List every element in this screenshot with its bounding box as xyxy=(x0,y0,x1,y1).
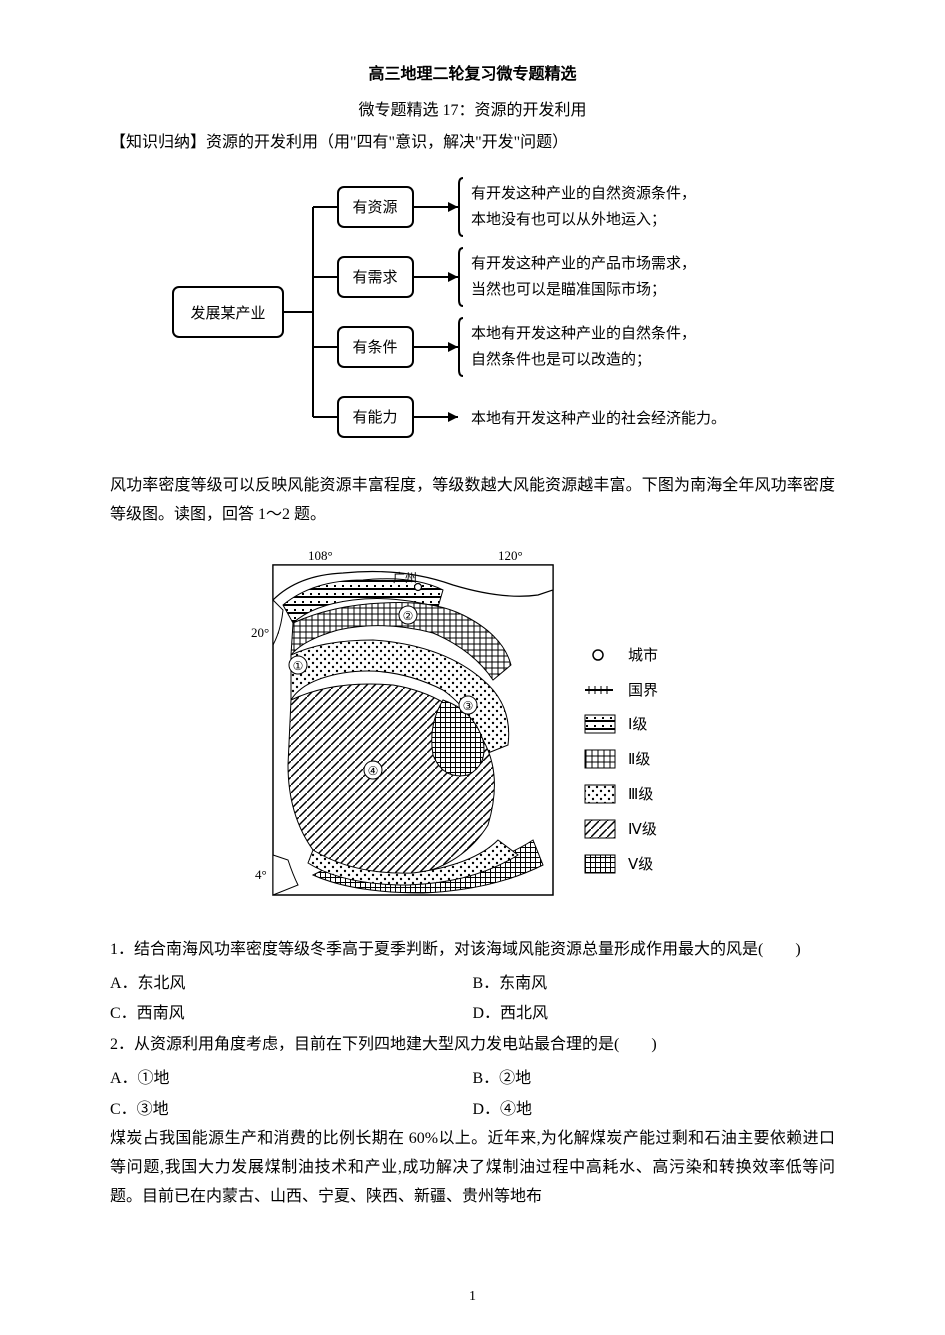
svg-text:本地有开发这种产业的自然条件，: 本地有开发这种产业的自然条件， xyxy=(471,325,696,342)
intro-paragraph: 风功率密度等级可以反映风能资源丰富程度，等级数越大风能资源越丰富。下图为南海全年… xyxy=(110,472,835,530)
sub-title: 微专题精选 17：资源的开发利用 xyxy=(110,96,835,120)
branch-ability: 有能力 本地有开发这种产业的社会经济能力。 xyxy=(338,397,726,437)
svg-text:有需求: 有需求 xyxy=(352,269,397,286)
root-label: 发展某产业 xyxy=(190,305,265,322)
concept-diagram: 发展某产业 有资源 有开发这种产业的自然资源条件， 本地没有也可以从外地运入； … xyxy=(163,172,783,452)
svg-text:120°: 120° xyxy=(498,548,523,563)
svg-text:本地有开发这种产业的社会经济能力。: 本地有开发这种产业的社会经济能力。 xyxy=(471,410,726,427)
svg-text:Ⅳ级: Ⅳ级 xyxy=(628,821,657,838)
branch-resource: 有资源 有开发这种产业的自然资源条件， 本地没有也可以从外地运入； xyxy=(338,178,696,236)
q2-opt-a: A．①地 xyxy=(110,1064,473,1094)
q1-opt-c: C．西南风 xyxy=(110,999,473,1029)
branch-demand: 有需求 有开发这种产业的产品市场需求， 当然也可以是瞄准国际市场； xyxy=(338,248,696,306)
svg-text:Ⅲ级: Ⅲ级 xyxy=(628,786,653,803)
branch-condition: 有条件 本地有开发这种产业的自然条件， 自然条件也是可以改造的； xyxy=(338,318,696,376)
svg-text:②: ② xyxy=(402,609,413,623)
q2-opt-d: D．④地 xyxy=(473,1095,836,1125)
svg-text:Ⅱ级: Ⅱ级 xyxy=(628,751,650,768)
page-header: 高三地理二轮复习微专题精选 xyxy=(110,60,835,84)
q2-stem: 2．从资源利用角度考虑，目前在下列四地建大型风力发电站最合理的是( ) xyxy=(110,1030,835,1060)
svg-text:Ⅴ级: Ⅴ级 xyxy=(628,856,653,873)
page-number: 1 xyxy=(0,1289,945,1305)
q2-opt-b: B．②地 xyxy=(473,1064,836,1094)
q1-opt-b: B．东南风 xyxy=(473,969,836,999)
svg-text:有能力: 有能力 xyxy=(352,409,397,426)
svg-text:4°: 4° xyxy=(255,867,267,882)
svg-text:Ⅰ级: Ⅰ级 xyxy=(628,716,647,733)
svg-text:有开发这种产业的自然资源条件，: 有开发这种产业的自然资源条件， xyxy=(471,185,696,202)
q1-opt-d: D．西北风 xyxy=(473,999,836,1029)
svg-text:国界: 国界 xyxy=(628,682,658,699)
summary-line: 【知识归纳】资源的开发利用（用"四有"意识，解决"开发"问题） xyxy=(110,128,835,152)
svg-text:城市: 城市 xyxy=(628,647,658,664)
svg-text:108°: 108° xyxy=(308,548,333,563)
svg-text:20°: 20° xyxy=(251,625,269,640)
q2-opt-c: C．③地 xyxy=(110,1095,473,1125)
svg-text:有资源: 有资源 xyxy=(352,199,397,216)
svg-text:有开发这种产业的产品市场需求，: 有开发这种产业的产品市场需求， xyxy=(471,255,696,272)
map-diagram: 108° 120° 20° 4° 广州 ① ② ③ ④ 城市 国界 Ⅰ级 xyxy=(243,545,703,915)
q1-options: A．东北风 B．东南风 C．西南风 D．西北风 xyxy=(110,969,835,1030)
svg-text:④: ④ xyxy=(367,764,378,778)
svg-text:自然条件也是可以改造的；: 自然条件也是可以改造的； xyxy=(471,351,651,368)
q1-stem: 1．结合南海风功率密度等级冬季高于夏季判断，对该海域风能资源总量形成作用最大的风… xyxy=(110,935,835,965)
svg-text:有条件: 有条件 xyxy=(352,339,397,356)
closing-paragraph: 煤炭占我国能源生产和消费的比例长期在 60%以上。近年来,为化解煤炭产能过剩和石… xyxy=(110,1125,835,1211)
map-legend: 城市 国界 Ⅰ级 Ⅱ级 Ⅲ级 Ⅳ级 Ⅴ级 xyxy=(585,647,658,873)
svg-text:③: ③ xyxy=(462,699,473,713)
svg-text:当然也可以是瞄准国际市场；: 当然也可以是瞄准国际市场； xyxy=(471,281,666,298)
q2-options: A．①地 B．②地 C．③地 D．④地 xyxy=(110,1064,835,1125)
svg-text:本地没有也可以从外地运入；: 本地没有也可以从外地运入； xyxy=(471,211,666,228)
svg-text:①: ① xyxy=(292,659,303,673)
svg-text:广州: 广州 xyxy=(393,571,417,585)
q1-opt-a: A．东北风 xyxy=(110,969,473,999)
